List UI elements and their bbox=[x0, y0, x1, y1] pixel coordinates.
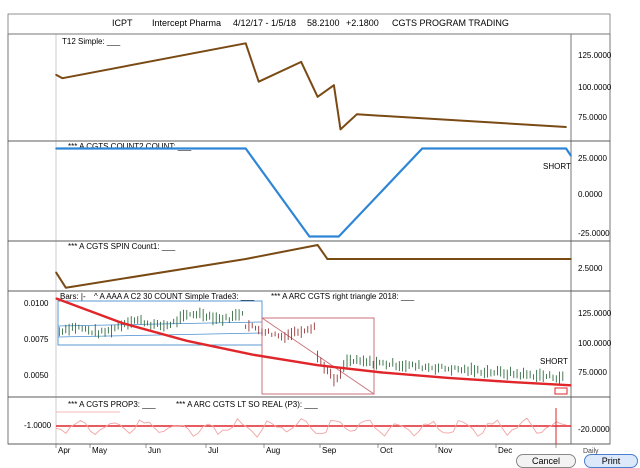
xtick-sep: Sep bbox=[322, 446, 337, 455]
price-left-tick-0050: 0.0050 bbox=[24, 371, 49, 380]
price-channel-line-upper bbox=[57, 321, 263, 327]
header-change: +2.1800 bbox=[346, 18, 379, 28]
price-end-marker bbox=[554, 387, 568, 395]
price-left-tick-0100: 0.0100 bbox=[24, 299, 49, 308]
t12-point-3 bbox=[257, 80, 260, 83]
spin-series-layer bbox=[55, 244, 572, 289]
header-company: Intercept Pharma bbox=[152, 18, 221, 28]
price-ytick-100: 100.0000 bbox=[578, 339, 612, 348]
t12-point-7 bbox=[339, 128, 342, 131]
price-trend-curve bbox=[55, 297, 572, 387]
price-channel-line-lower bbox=[57, 332, 263, 338]
prop3-legend-prop3: *** A CGTS PROP3: ___ bbox=[68, 400, 156, 409]
xtick-jun: Jun bbox=[148, 446, 161, 455]
header-date-range: 4/12/17 - 1/5/18 bbox=[233, 18, 296, 28]
prop3-oscillator-line bbox=[55, 417, 567, 438]
spin-point-0 bbox=[55, 271, 57, 274]
count2-series-layer bbox=[55, 147, 572, 238]
count2-ytick-25: 25.0000 bbox=[578, 154, 607, 163]
spin-point-2 bbox=[244, 258, 247, 260]
xtick-may: May bbox=[92, 446, 107, 455]
chart-header: ICPT Intercept Pharma 4/12/17 - 1/5/18 5… bbox=[112, 18, 509, 28]
count2-point-5 bbox=[565, 147, 567, 150]
price-panel-layer bbox=[55, 297, 572, 395]
count2-short-annotation: SHORT bbox=[543, 162, 571, 171]
price-trend-point-0 bbox=[55, 297, 57, 300]
header-frame bbox=[7, 13, 611, 35]
count2-point-0 bbox=[55, 147, 57, 150]
price-trend-point-1 bbox=[120, 322, 122, 324]
prop3-ytick-neg20: -20.0000 bbox=[578, 425, 610, 434]
count2-point-2 bbox=[308, 235, 311, 238]
t12-ytick-125: 125.0000 bbox=[578, 51, 612, 60]
xtick-oct: Oct bbox=[380, 446, 393, 455]
xtick-aug: Aug bbox=[266, 446, 280, 455]
spin-point-3 bbox=[316, 244, 319, 246]
t12-ytick-75: 75.0000 bbox=[578, 113, 607, 122]
t12-point-6 bbox=[333, 84, 335, 86]
t12-panel-title: T12 Simple: ___ bbox=[62, 37, 121, 46]
xtick-jul: Jul bbox=[208, 446, 218, 455]
price-trend-point-2 bbox=[186, 340, 188, 342]
month-axis: Apr May Jun Jul Aug Sep Oct Nov Dec bbox=[55, 444, 557, 455]
t12-ytick-100: 100.0000 bbox=[578, 83, 612, 92]
price-trend-point-5 bbox=[382, 372, 384, 374]
price-triangle-hypotenuse bbox=[261, 317, 375, 395]
header-program: CGTS PROGRAM TRADING bbox=[392, 18, 509, 28]
price-ytick-125: 125.0000 bbox=[578, 309, 612, 318]
spin-line bbox=[55, 244, 571, 289]
price-trend-point-8 bbox=[570, 384, 572, 386]
partial-period-label: Daily bbox=[583, 448, 599, 455]
prop3-left-tick: -1.0000 bbox=[24, 421, 52, 430]
t12-point-8 bbox=[356, 113, 358, 116]
count2-ytick-neg25: -25.0000 bbox=[578, 229, 610, 238]
count2-point-1 bbox=[244, 147, 247, 150]
spin-point-4 bbox=[326, 258, 329, 260]
prop3-panel-layer bbox=[55, 408, 571, 444]
price-ytick-75: 75.0000 bbox=[578, 368, 607, 377]
spin-panel-title: *** A CGTS SPIN Count1: ___ bbox=[68, 242, 176, 251]
count2-point-6 bbox=[570, 155, 572, 157]
price-trend-point-4 bbox=[316, 364, 319, 366]
t12-series-layer bbox=[55, 42, 567, 131]
xtick-nov: Nov bbox=[438, 446, 452, 455]
spin-point-6 bbox=[570, 258, 572, 260]
price-left-tick-0075: 0.0075 bbox=[24, 335, 49, 344]
price-short-annotation: SHORT bbox=[540, 357, 568, 366]
t12-point-5 bbox=[316, 96, 319, 98]
spin-point-5 bbox=[339, 258, 342, 260]
t12-point-9 bbox=[565, 126, 567, 128]
spin-point-1 bbox=[65, 286, 67, 289]
price-legend-triangle: *** A ARC CGTS right triangle 2018: ___ bbox=[271, 292, 415, 301]
panel-frames bbox=[7, 13, 611, 445]
t12-point-0 bbox=[55, 73, 57, 76]
price-trend-point-3 bbox=[251, 354, 253, 356]
header-price: 58.2100 bbox=[307, 18, 340, 28]
header-symbol: ICPT bbox=[112, 18, 133, 28]
t12-point-4 bbox=[300, 61, 303, 63]
price-legend-trade3: ^ A AAA A C2 30 COUNT Simple Trade3: ___ bbox=[94, 292, 255, 301]
price-trend-point-7 bbox=[513, 381, 515, 383]
count2-panel-frame bbox=[7, 140, 611, 242]
t12-point-1 bbox=[61, 77, 64, 79]
price-panel-frame bbox=[7, 290, 611, 398]
t12-point-2 bbox=[244, 42, 247, 45]
count2-ytick-0: 0.0000 bbox=[578, 190, 603, 199]
prop3-legend-real: *** A ARC CGTS LT SO REAL (P3): ___ bbox=[176, 400, 318, 409]
price-trend-point-6 bbox=[447, 377, 449, 379]
xtick-dec: Dec bbox=[498, 446, 512, 455]
spin-ytick-2-5: 2.5000 bbox=[578, 264, 603, 273]
count2-point-4 bbox=[421, 147, 424, 150]
count2-panel-title: *** A CGTS COUNT2 COUNT: ___ bbox=[68, 142, 192, 151]
t12-line bbox=[55, 42, 567, 131]
count2-line bbox=[56, 147, 572, 238]
price-legend-bars: Bars: |- bbox=[60, 292, 86, 301]
xtick-apr: Apr bbox=[58, 446, 71, 455]
count2-point-3 bbox=[338, 235, 340, 238]
